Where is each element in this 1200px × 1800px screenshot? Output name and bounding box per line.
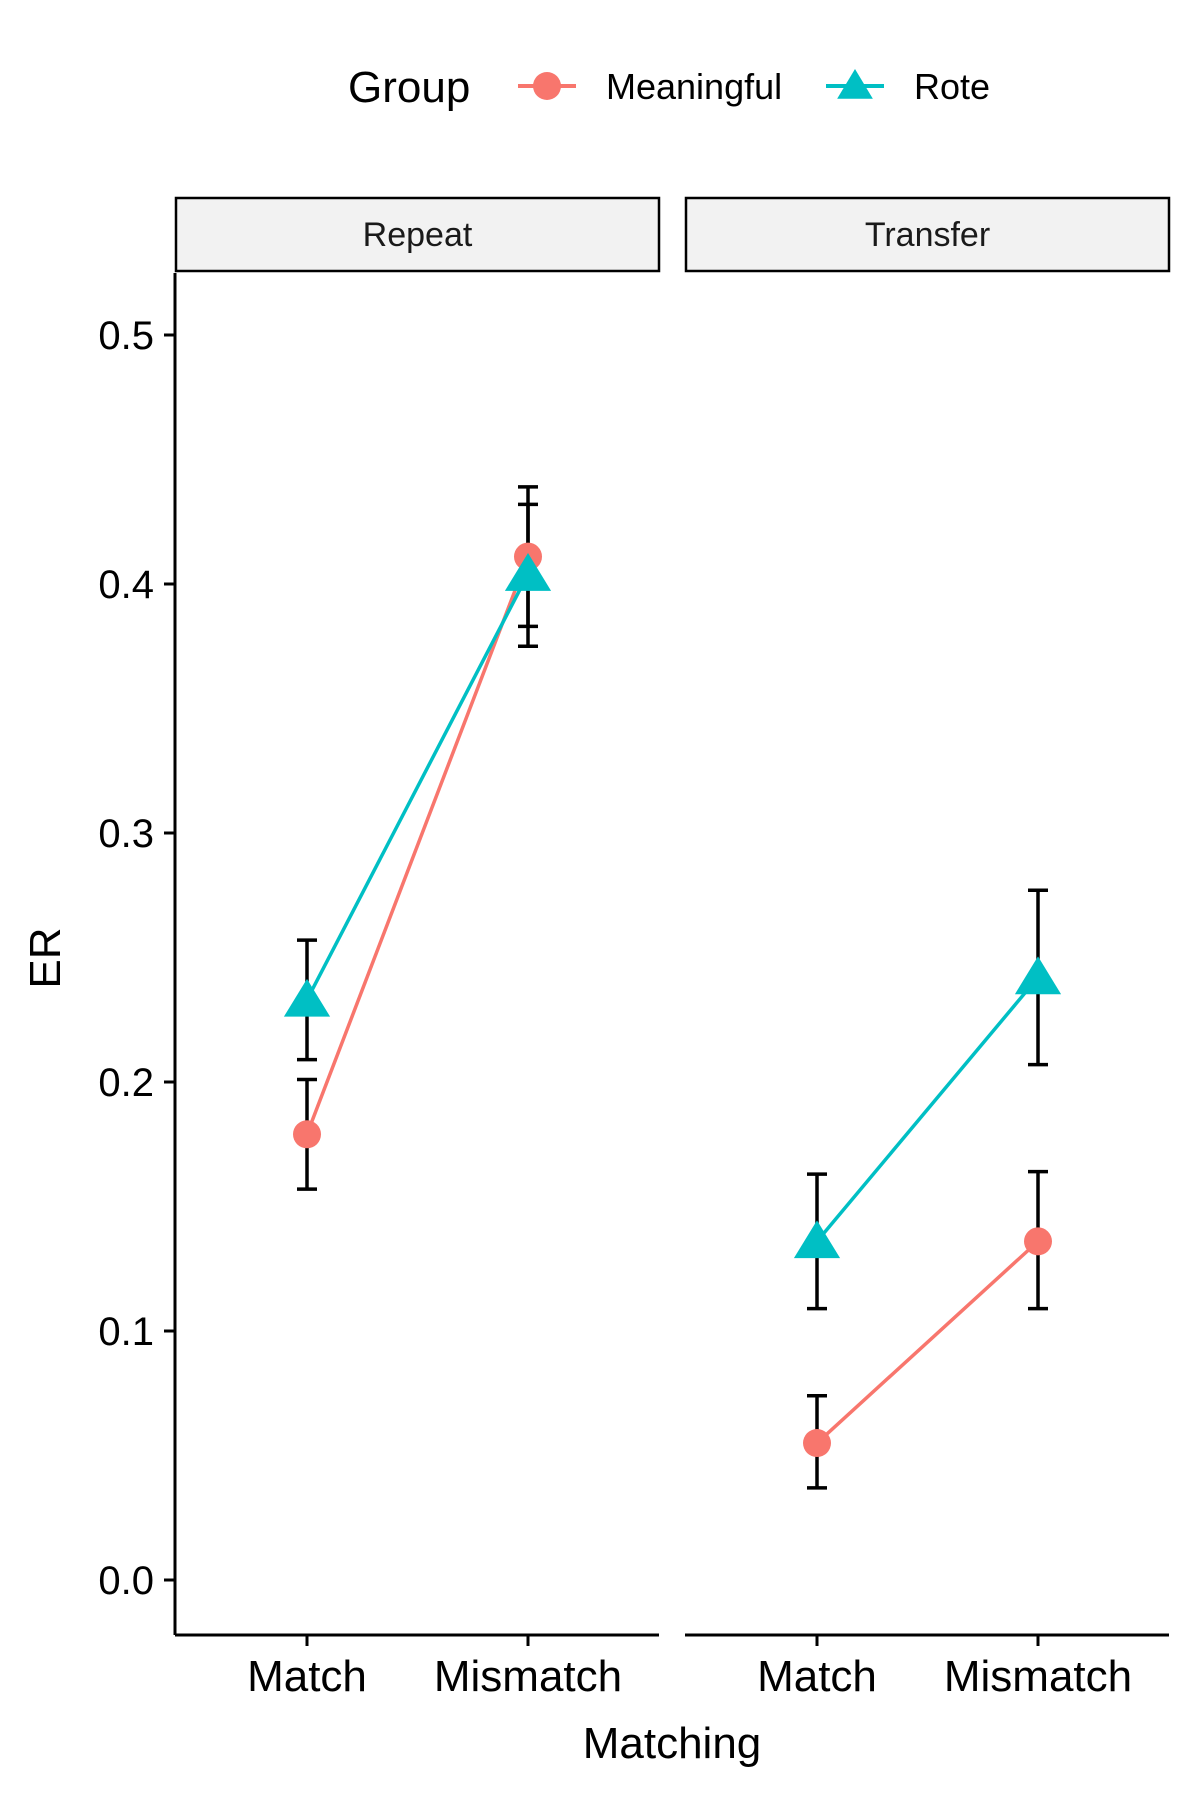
legend: Group Meaningful Rote xyxy=(348,63,990,112)
y-tick-label: 0.0 xyxy=(98,1559,154,1603)
point-meaningful xyxy=(293,1120,321,1149)
x-tick-label-match: Match xyxy=(757,1652,877,1701)
x-tick-label-mismatch: Mismatch xyxy=(434,1652,622,1701)
point-rote xyxy=(504,553,552,591)
series-line-meaningful xyxy=(815,1240,1040,1445)
legend-title: Group xyxy=(348,63,470,112)
facet-strip-repeat: Repeat xyxy=(174,196,661,273)
series-line-meaningful xyxy=(305,555,530,1135)
x-tick-label-mismatch: Mismatch xyxy=(944,1652,1132,1701)
point-rote xyxy=(793,1220,841,1259)
facet-strip-repeat-box xyxy=(174,196,661,273)
y-axis: 0.0 0.1 0.2 0.3 0.4 0.5 xyxy=(98,273,177,1635)
point-rote xyxy=(1014,956,1062,995)
y-tick-label: 0.4 xyxy=(98,563,154,607)
point-meaningful xyxy=(803,1429,831,1458)
legend-key-meaningful-marker xyxy=(533,72,561,100)
panel-repeat: Match Mismatch xyxy=(175,485,659,1701)
legend-label-rote: Rote xyxy=(914,66,990,107)
y-axis-title: ER xyxy=(21,927,70,988)
series-line-rote xyxy=(305,573,530,1001)
y-tick-label: 0.1 xyxy=(98,1310,154,1354)
x-axis-title: Matching xyxy=(583,1719,762,1768)
panel-transfer: Match Mismatch xyxy=(685,888,1169,1701)
y-tick-label: 0.5 xyxy=(98,314,154,358)
facet-strip-transfer-label: Transfer xyxy=(865,216,990,254)
facet-strip-transfer: Transfer xyxy=(684,196,1171,273)
series-line-rote xyxy=(815,976,1040,1243)
legend-key-rote-marker xyxy=(837,69,873,99)
x-tick-label-match: Match xyxy=(247,1652,367,1701)
legend-label-meaningful: Meaningful xyxy=(606,66,782,107)
facet-strip-transfer-box xyxy=(684,196,1171,273)
y-tick-label: 0.2 xyxy=(98,1061,154,1105)
y-tick-label: 0.3 xyxy=(98,812,154,856)
point-rote xyxy=(283,978,331,1017)
point-meaningful xyxy=(1024,1227,1052,1256)
facet-strip-repeat-label: Repeat xyxy=(363,216,473,254)
